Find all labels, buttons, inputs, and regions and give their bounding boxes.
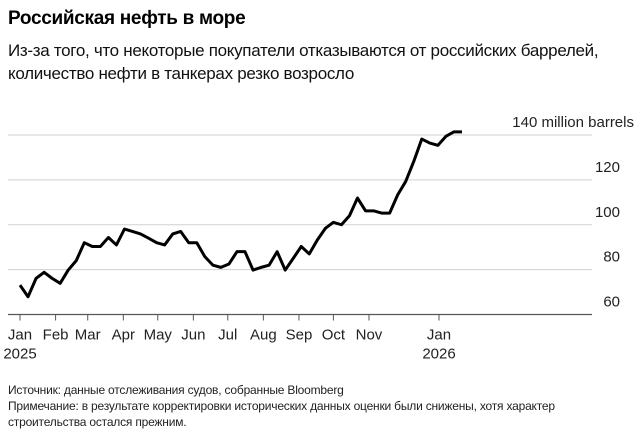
y-tick-label: 80 — [603, 249, 620, 266]
chart-subtitle: Из-за того, что некоторые покупатели отк… — [8, 41, 599, 83]
x-tick-label: Jul — [218, 327, 237, 344]
x-tick-label: May — [144, 327, 173, 344]
series-line — [18, 130, 462, 299]
x-tick-label: Jan — [427, 327, 451, 344]
x-tick-label: Oct — [322, 327, 346, 344]
y-tick-label: 120 — [595, 159, 620, 176]
x-tick-year-label: 2025 — [3, 346, 36, 363]
x-tick-label: Feb — [43, 327, 69, 344]
y-tick-label: 100 — [595, 204, 620, 221]
x-tick-label: Apr — [112, 327, 135, 344]
x-tick-label: Jun — [181, 327, 205, 344]
x-tick-year-label: 2026 — [422, 346, 455, 363]
y-tick-label: 140 million barrels — [512, 114, 634, 131]
x-tick-label: Nov — [356, 327, 383, 344]
x-tick-label: Aug — [250, 327, 277, 344]
chart-title: Российская нефть в море — [8, 8, 246, 29]
x-tick-label: Mar — [75, 327, 101, 344]
chart-footer: Источник: данные отслеживания судов, соб… — [8, 382, 628, 430]
methodology-note: Примечание: в результате корректировки и… — [8, 399, 555, 429]
x-tick-label: Jan — [8, 327, 32, 344]
source-note: Источник: данные отслеживания судов, соб… — [8, 383, 344, 397]
y-tick-label: 60 — [603, 294, 620, 311]
x-tick-label: Sep — [286, 327, 313, 344]
